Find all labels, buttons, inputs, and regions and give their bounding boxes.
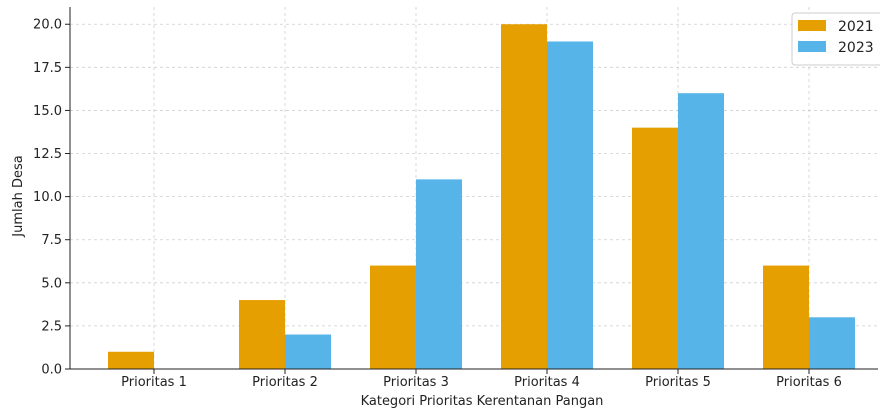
bar-2023-prioritas-6 [809,317,855,369]
y-axis-title: Jumlah Desa [11,155,26,237]
y-tick-label: 10.0 [33,190,62,205]
legend-swatch-2023 [798,41,826,52]
bar-2021-prioritas-6 [763,265,809,369]
x-tick-label: Prioritas 2 [252,375,318,390]
y-tick-label: 5.0 [41,276,62,291]
bar-2021-prioritas-1 [108,351,154,369]
x-tick-label: Prioritas 3 [383,375,449,390]
y-tick-label: 15.0 [33,104,62,119]
y-tick-label: 17.5 [33,61,62,76]
x-tick-label: Prioritas 4 [514,375,580,390]
x-tick-label: Prioritas 5 [645,375,711,390]
x-tick-label: Prioritas 1 [121,375,187,390]
bar-2023-prioritas-4 [547,41,593,369]
bar-2021-prioritas-2 [239,300,285,369]
legend-label-2023: 2023 [838,40,874,56]
y-tick-label: 2.5 [41,319,62,334]
bar-2023-prioritas-5 [678,93,724,369]
y-tick-label: 20.0 [33,18,62,33]
bars [108,24,855,370]
bar-2023-prioritas-2 [285,334,331,369]
bar-2021-prioritas-3 [370,265,416,369]
legend-label-2021: 2021 [838,19,874,35]
grid-lines [70,7,878,370]
y-ticks: 0.0 2.5 5.0 7.5 10.0 12.5 15.0 17.5 20.0 [33,18,70,378]
bar-2021-prioritas-4 [501,24,547,369]
legend: 2021 2023 [791,12,880,66]
y-tick-label: 12.5 [33,147,62,162]
y-tick-label: 7.5 [41,233,62,248]
axes [69,7,878,370]
bar-2023-prioritas-3 [416,179,462,369]
legend-swatch-2021 [798,20,826,31]
x-axis-title: Kategori Prioritas Kerentanan Pangan [361,394,604,409]
x-tick-label: Prioritas 6 [776,375,842,390]
x-ticks: Prioritas 1 Prioritas 2 Prioritas 3 Priorit… [121,369,842,390]
bar-2021-prioritas-5 [632,127,678,370]
y-tick-label: 0.0 [41,363,62,378]
